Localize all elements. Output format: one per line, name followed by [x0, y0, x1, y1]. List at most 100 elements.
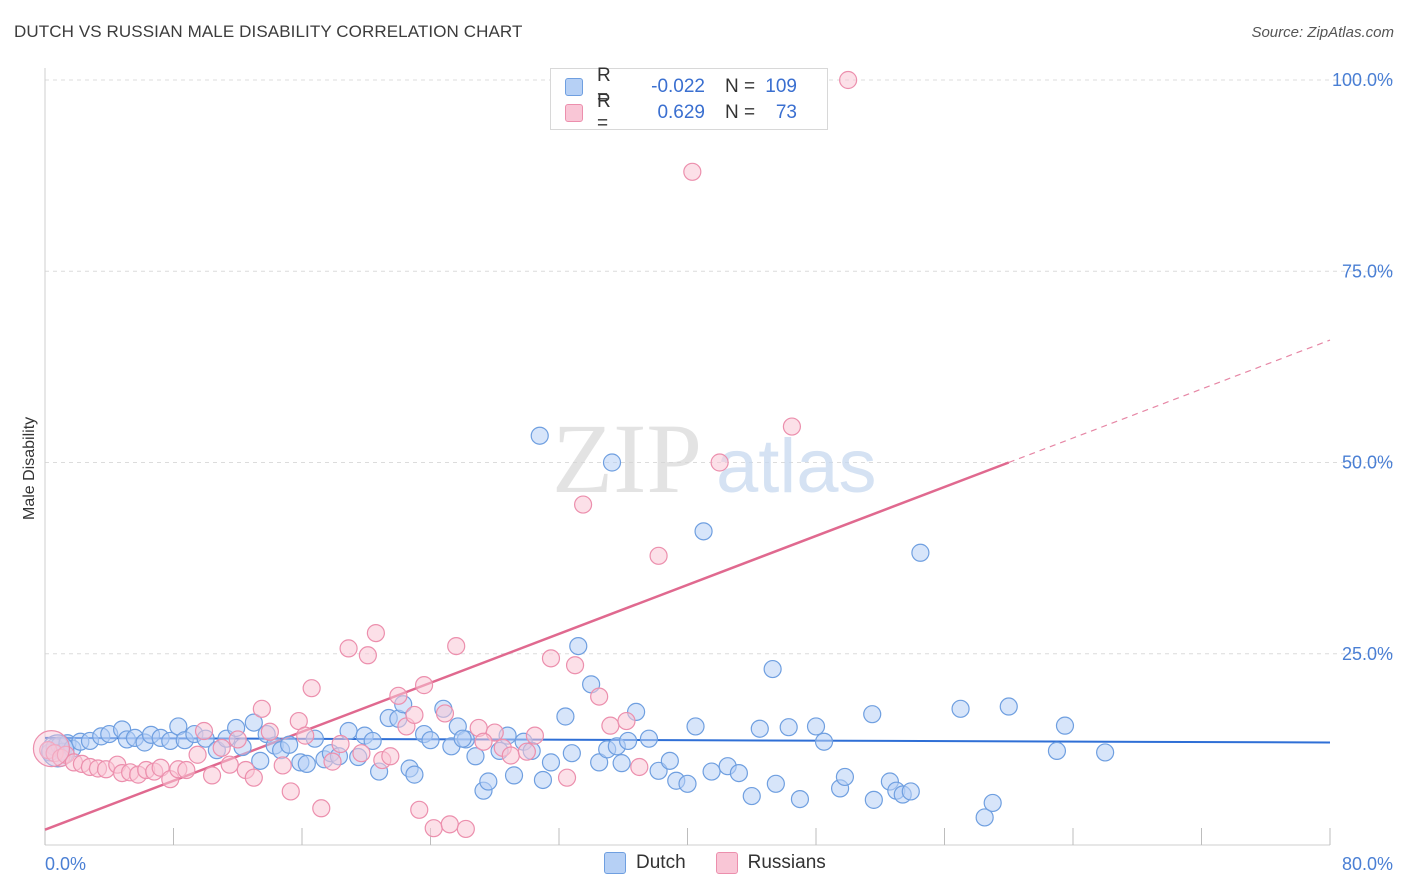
dutch-point	[983, 793, 1002, 813]
russian-point	[565, 656, 585, 675]
dutch-point	[975, 808, 994, 827]
russian-point	[456, 819, 475, 839]
dutch-point	[244, 713, 263, 732]
dutch-point	[742, 786, 761, 806]
dutch-point	[835, 767, 855, 787]
y-tick-label: 25.0%	[1342, 644, 1393, 664]
dutch-point	[297, 754, 316, 774]
dutch-point	[686, 717, 705, 736]
dutch-point	[660, 751, 679, 770]
russian-trendline	[44, 461, 1010, 831]
legend-item-dutch[interactable]: Dutch	[604, 852, 686, 874]
dutch-point	[750, 719, 769, 738]
russian-point	[630, 757, 649, 777]
r-label: R =	[597, 65, 611, 108]
dutch-swatch	[565, 78, 583, 96]
dutch-point	[790, 789, 810, 809]
dutch-point	[590, 753, 609, 772]
russian-point	[228, 730, 247, 749]
dutch-point	[814, 732, 834, 751]
russian-point	[557, 768, 577, 787]
russian-point	[281, 782, 300, 801]
dutch-point	[999, 697, 1018, 716]
russian-point	[601, 716, 620, 735]
russian-point	[296, 726, 315, 745]
dutch-point	[763, 659, 782, 679]
russians-legend-swatch	[715, 852, 738, 874]
russian-point	[352, 744, 371, 763]
y-axis-label: Male Disability	[21, 417, 38, 520]
legend-row-russians: R = 0.629 N = 73	[565, 91, 797, 134]
russian-point	[782, 417, 802, 436]
russian-point	[244, 768, 263, 787]
russian-point	[410, 800, 429, 819]
dutch-legend-label: Dutch	[636, 852, 686, 873]
russian-point	[573, 495, 593, 514]
dutch-point	[901, 782, 920, 801]
dutch-point	[639, 729, 659, 748]
dutch-point	[951, 699, 970, 718]
gridlines	[45, 79, 1395, 655]
russian-point	[541, 649, 561, 668]
watermark-atlas: atlas	[716, 424, 877, 509]
russian-point	[839, 70, 858, 90]
russian-point	[252, 699, 271, 718]
r-label: R =	[597, 91, 611, 134]
dutch-point	[1096, 743, 1115, 762]
russian-point	[323, 752, 342, 771]
russian-points	[32, 70, 858, 839]
russian-point	[525, 726, 545, 745]
russian-point	[414, 676, 434, 695]
dutch-point	[678, 774, 697, 793]
r-value: 0.629	[657, 102, 705, 123]
dutch-point	[1047, 741, 1067, 761]
russian-point	[517, 742, 536, 761]
x-tick-label: 80.0%	[1342, 854, 1393, 874]
stats-legend: R = -0.022 N = 109 R = 0.629 N = 73	[550, 65, 828, 134]
n-label: N =	[725, 102, 756, 123]
n-label: N =	[725, 76, 756, 97]
dutch-point	[533, 770, 553, 790]
dutch-point	[251, 751, 270, 770]
russian-point	[302, 679, 321, 698]
russians-swatch	[565, 104, 583, 122]
russians-legend-label: Russians	[747, 852, 826, 873]
dutch-point	[504, 766, 524, 785]
russian-point	[440, 815, 459, 834]
russian-point	[435, 704, 455, 723]
russian-point	[447, 636, 466, 656]
dutch-point	[612, 754, 631, 773]
dutch-point	[466, 747, 485, 766]
russian-point	[474, 732, 493, 751]
russian-point	[32, 730, 71, 768]
russian-point	[683, 162, 702, 181]
y-tick-label: 75.0%	[1342, 261, 1393, 281]
x-tick-label: 0.0%	[45, 854, 86, 874]
dutch-point	[602, 453, 622, 472]
russian-point	[188, 745, 207, 764]
russian-point	[273, 756, 292, 775]
russian-point	[617, 711, 636, 731]
dutch-point	[363, 731, 382, 751]
legend-row-dutch: R = -0.022 N = 109	[565, 65, 797, 108]
source-label: Source: ZipAtlas.com	[1251, 24, 1394, 41]
n-value: 73	[775, 102, 797, 123]
dutch-point	[562, 744, 581, 763]
y-tick-label: 50.0%	[1342, 453, 1393, 473]
russian-point	[405, 705, 424, 725]
russian-point	[710, 453, 729, 472]
dutch-point	[911, 543, 930, 562]
dutch-point	[556, 707, 575, 726]
russian-point	[177, 760, 196, 780]
russian-point	[339, 639, 358, 658]
legend-item-russians[interactable]: Russians	[715, 852, 826, 874]
dutch-point	[569, 636, 588, 656]
dutch-point	[863, 705, 882, 724]
dutch-point	[618, 731, 638, 751]
dutch-legend-swatch	[604, 852, 626, 874]
dutch-point	[1055, 716, 1075, 735]
dutch-point	[541, 753, 561, 772]
series-legend: Dutch Russians	[604, 852, 856, 874]
russian-point	[312, 799, 331, 818]
n-value: 109	[765, 76, 797, 97]
